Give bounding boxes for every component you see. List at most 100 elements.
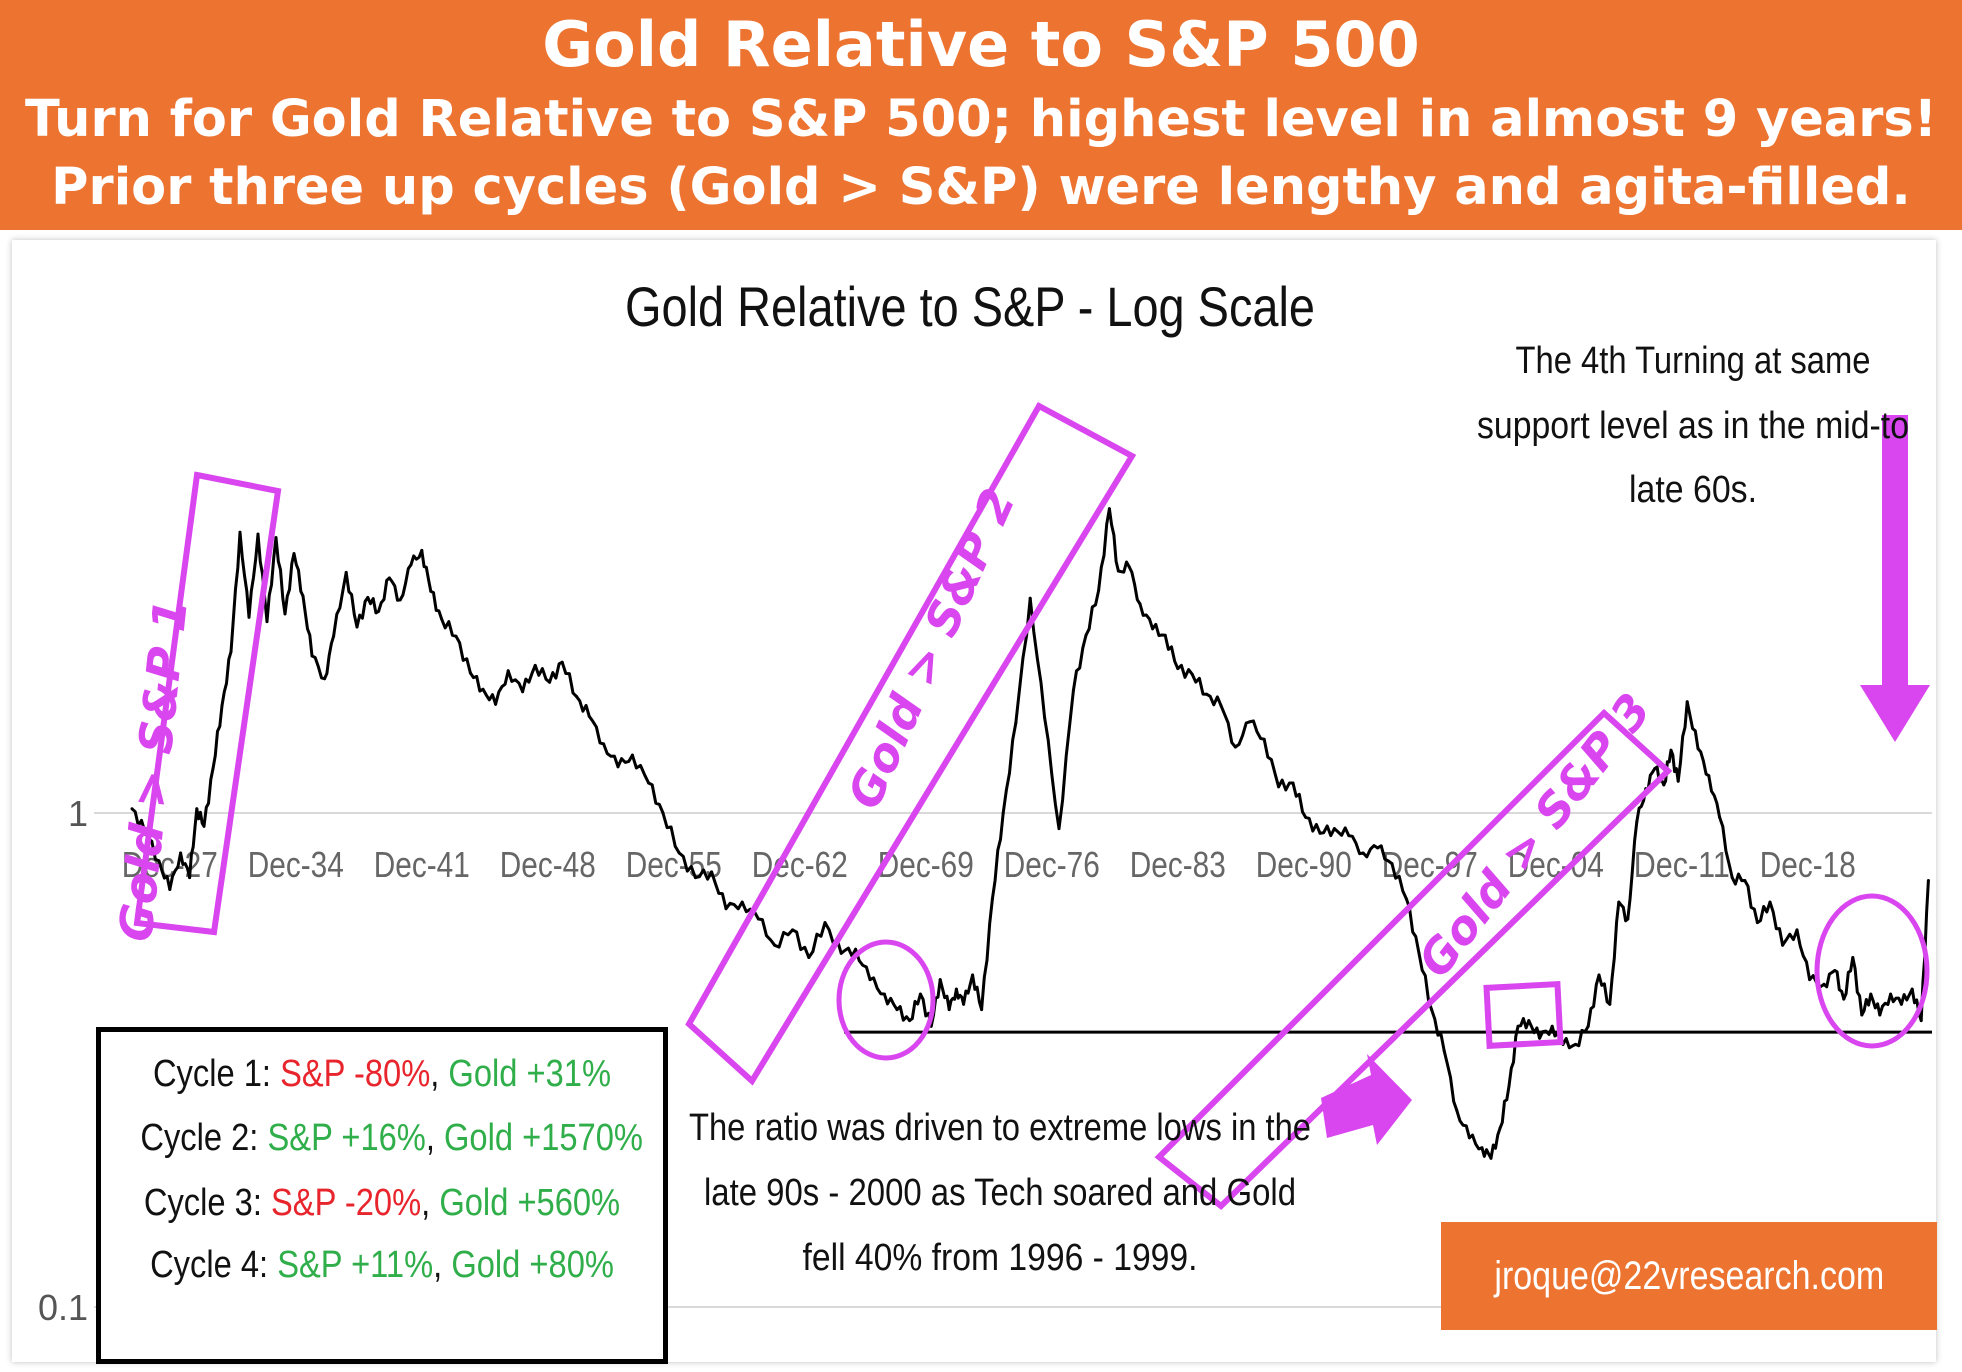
data-point <box>1291 781 1295 785</box>
data-point <box>188 876 192 880</box>
cycle-3-label: Gold > S&P 3 <box>1407 683 1661 987</box>
data-point <box>1467 1136 1471 1140</box>
cycle-sp-change: S&P -20% <box>270 1182 422 1224</box>
data-point <box>1730 876 1734 880</box>
current-support-circle <box>1814 893 1930 1049</box>
data-point <box>839 951 843 955</box>
data-point <box>971 973 975 977</box>
chart-title: Gold Relative to S&P - Log Scale <box>625 275 1315 338</box>
data-point <box>693 876 697 880</box>
x-tick-labels: Dec-27 Dec-34 Dec-41 Dec-48 Dec-55 Dec-62 Dec-… <box>122 844 1856 885</box>
data-point <box>756 917 760 921</box>
data-point <box>533 663 537 667</box>
data-point <box>1662 783 1666 787</box>
x-tick-label: Dec-62 <box>752 844 848 885</box>
data-point <box>990 897 994 901</box>
data-point <box>740 900 744 904</box>
data-point <box>238 530 242 534</box>
data-point <box>283 612 287 616</box>
data-point <box>1480 1146 1484 1150</box>
cycle-gold-change: Gold +31% <box>448 1053 612 1095</box>
data-point <box>1318 831 1322 835</box>
data-point <box>1676 779 1680 783</box>
svg-text:late 90s - 2000 as Tech soare: late 90s - 2000 as Tech soared and Gold <box>704 1172 1296 1214</box>
data-point <box>1851 956 1855 959</box>
data-point <box>1860 1013 1864 1017</box>
data-point <box>168 888 172 891</box>
data-point <box>724 907 728 911</box>
data-point <box>1586 1024 1590 1028</box>
data-point <box>1138 602 1142 606</box>
x-tick-label: Dec-27 <box>122 844 218 885</box>
data-point <box>1107 507 1111 511</box>
data-point <box>1755 921 1759 925</box>
data-point <box>1696 747 1700 751</box>
down-arrow-icon <box>1860 415 1930 742</box>
data-point <box>387 576 391 580</box>
banner-subtitle-line-2: Prior three up cycles (Gold > S&P) were … <box>51 158 1911 217</box>
data-point <box>1617 900 1621 904</box>
data-point <box>938 978 942 982</box>
data-point <box>868 978 872 982</box>
cycle-row: Cycle 3: S&P -20%, Gold +560% <box>140 1182 623 1225</box>
data-point <box>1219 704 1223 708</box>
data-point <box>429 589 433 593</box>
data-point <box>575 695 579 699</box>
data-point <box>1899 1002 1903 1006</box>
data-point <box>1014 721 1018 725</box>
cycle-row: Cycle 1: S&P -80%, Gold +31% <box>140 1053 623 1096</box>
data-point <box>1889 992 1893 996</box>
cycle-sp-change: S&P +16% <box>267 1117 426 1159</box>
svg-text:The ratio was driven to extrem: The ratio was driven to extreme lows in … <box>689 1107 1311 1149</box>
data-point <box>854 947 858 951</box>
x-tick-label: Dec-41 <box>374 844 470 885</box>
x-tick-label: Dec-34 <box>248 844 344 885</box>
data-point <box>1878 1013 1882 1017</box>
data-point <box>1332 827 1336 831</box>
email-text: jroque@22vresearch.com <box>1494 1254 1884 1298</box>
x-tick-label: Dec-11 <box>1634 844 1730 885</box>
email-box: jroque@22vresearch.com <box>1441 1222 1937 1330</box>
data-point <box>1489 1156 1493 1160</box>
data-point <box>1097 589 1101 593</box>
y-tick-labels: 10.1 <box>38 793 88 1328</box>
data-point <box>1404 897 1408 901</box>
separator: , <box>425 1117 445 1159</box>
data-point <box>1718 815 1722 819</box>
data-point <box>1001 811 1005 815</box>
y-tick-label: 0.1 <box>38 1287 88 1328</box>
cycle-3-highlight <box>1154 708 1673 1210</box>
data-point <box>1626 917 1630 921</box>
data-point <box>409 563 413 567</box>
data-point <box>1277 785 1281 789</box>
cycle-2-label: Gold > S&P 2 <box>837 481 1026 817</box>
data-point <box>1151 627 1155 631</box>
data-point <box>1376 846 1380 850</box>
data-point <box>560 660 564 664</box>
data-point <box>157 859 161 863</box>
data-point <box>1057 827 1061 831</box>
svg-text:late 60s.: late 60s. <box>1629 469 1757 511</box>
data-point <box>247 615 251 619</box>
data-point <box>1685 700 1689 704</box>
separator: , <box>433 1244 452 1286</box>
data-point <box>220 704 224 708</box>
data-point <box>895 1008 899 1012</box>
separator: , <box>421 1182 440 1224</box>
header-banner: Gold Relative to S&P 500 Turn for Gold R… <box>0 0 1962 230</box>
data-point <box>1116 569 1120 573</box>
data-point <box>454 634 458 638</box>
data-point <box>301 594 305 598</box>
svg-text:fell 40% from 1996 - 1999.: fell 40% from 1996 - 1999. <box>803 1237 1198 1279</box>
data-point <box>1417 951 1421 955</box>
data-point <box>1669 748 1673 752</box>
cycle-1-label: Gold > S&P 1 <box>108 597 198 944</box>
data-point <box>1071 689 1075 692</box>
data-point <box>130 807 134 811</box>
data-point <box>773 943 777 947</box>
cycle-gold-change: Gold +80% <box>451 1244 614 1286</box>
cycle-summary-box: Cycle 1: S&P -80%, Gold +31% Cycle 2: S&P… <box>96 1027 668 1364</box>
data-point <box>1527 1019 1531 1023</box>
data-point <box>1390 862 1394 866</box>
late-60s-support-circle <box>836 939 936 1061</box>
